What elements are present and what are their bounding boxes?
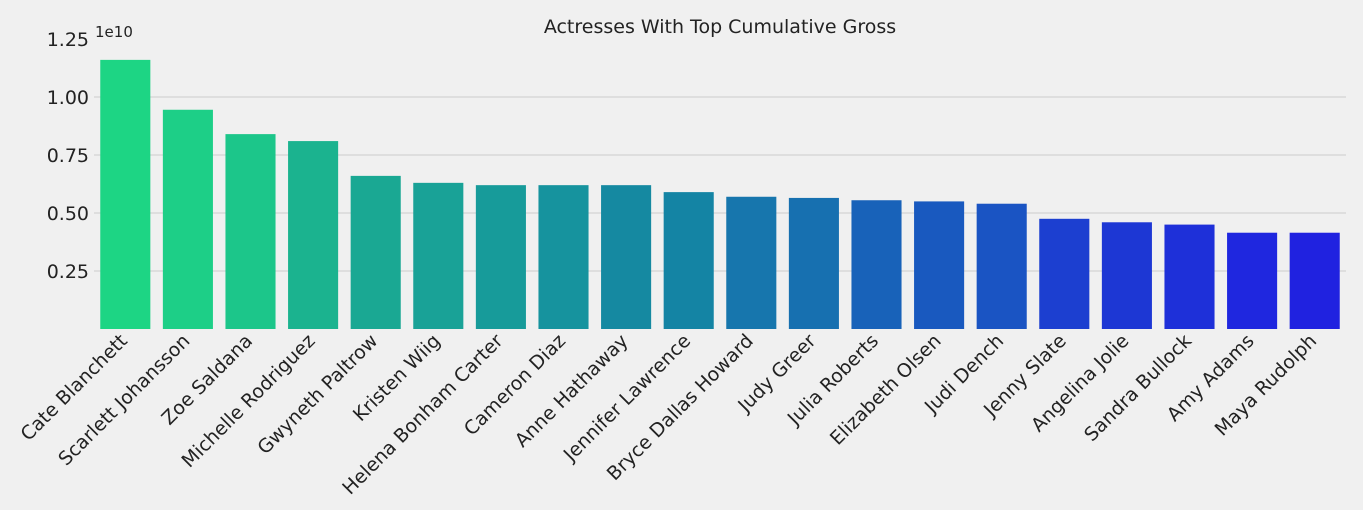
bar — [1289, 232, 1340, 329]
x-tick-label: Sandra Bullock — [1080, 330, 1196, 446]
bar — [1227, 232, 1278, 329]
y-tick-label: 1.00 — [47, 87, 89, 109]
y-axis-offset-label: 1e10 — [95, 23, 133, 41]
bars — [100, 59, 1340, 329]
bar — [601, 185, 652, 329]
y-tick-label: 1.25 — [47, 29, 89, 51]
bar — [1039, 218, 1090, 329]
y-tick-label: 0.50 — [47, 203, 89, 225]
bar — [538, 185, 589, 329]
x-tick-label: Elizabeth Olsen — [826, 330, 946, 450]
x-tick-label: Cate Blanchett — [16, 330, 131, 445]
bar — [1101, 222, 1152, 329]
bar — [288, 141, 339, 329]
bar — [1164, 224, 1215, 329]
x-tick-label: Anne Hathaway — [511, 330, 633, 452]
bar — [976, 203, 1027, 329]
bar — [413, 182, 464, 329]
bar — [162, 109, 213, 329]
bar — [851, 200, 902, 329]
bar — [350, 175, 401, 329]
bar — [726, 196, 777, 329]
y-axis-ticks: 0.25 0.50 0.75 1.00 1.25 — [47, 29, 89, 283]
bar — [100, 59, 151, 329]
bar — [663, 192, 714, 329]
bar — [914, 201, 965, 329]
y-tick-label: 0.25 — [47, 261, 89, 283]
x-tick-label: Gwyneth Paltrow — [253, 330, 382, 459]
y-tick-label: 0.75 — [47, 145, 89, 167]
bar — [475, 185, 526, 329]
chart-title: Actresses With Top Cumulative Gross — [544, 16, 896, 38]
bar — [788, 197, 839, 329]
bar — [225, 134, 276, 329]
grid-lines — [94, 96, 1346, 272]
